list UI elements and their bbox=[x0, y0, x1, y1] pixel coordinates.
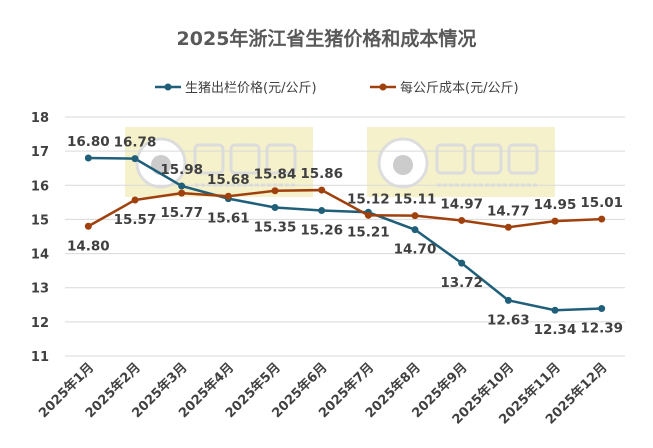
watermark-1 bbox=[367, 127, 555, 197]
data-point bbox=[551, 306, 559, 314]
data-label: 16.80 bbox=[67, 134, 110, 150]
watermark-glyph bbox=[229, 143, 261, 175]
data-point bbox=[271, 203, 279, 211]
data-label: 15.11 bbox=[394, 192, 437, 208]
watermark-glyph bbox=[471, 143, 503, 175]
data-label: 12.34 bbox=[534, 322, 577, 338]
data-point bbox=[411, 212, 419, 220]
data-label: 15.98 bbox=[160, 162, 203, 178]
data-label: 15.57 bbox=[114, 212, 157, 228]
data-label: 15.84 bbox=[254, 167, 297, 183]
data-point bbox=[84, 222, 92, 230]
watermark-glyph bbox=[193, 143, 225, 175]
data-label: 15.26 bbox=[300, 223, 343, 239]
data-label: 14.77 bbox=[487, 203, 530, 219]
data-label: 13.72 bbox=[440, 275, 483, 291]
data-label: 15.77 bbox=[160, 205, 203, 221]
series-line-1 bbox=[87, 188, 602, 229]
data-point bbox=[131, 155, 139, 163]
watermark-glyph bbox=[265, 143, 297, 175]
y-tick-label: 11 bbox=[31, 350, 49, 365]
data-label: 12.63 bbox=[487, 312, 530, 328]
chart-title: 2025年浙江省生猪价格和成本情况 bbox=[176, 28, 477, 50]
data-point bbox=[318, 186, 326, 194]
data-point bbox=[318, 207, 326, 215]
data-label: 15.01 bbox=[580, 195, 623, 211]
data-point bbox=[551, 217, 559, 225]
data-point bbox=[598, 215, 606, 223]
data-point bbox=[84, 154, 92, 162]
series-line-0 bbox=[88, 156, 602, 312]
data-label: 15.86 bbox=[300, 166, 343, 182]
watermark-glyph bbox=[507, 143, 539, 175]
data-point bbox=[458, 216, 466, 224]
legend-marker bbox=[164, 83, 172, 91]
data-point bbox=[224, 192, 232, 200]
watermark-logo-dot bbox=[393, 155, 413, 175]
data-label: 15.35 bbox=[254, 219, 297, 235]
data-point bbox=[364, 211, 372, 219]
y-tick-label: 13 bbox=[31, 282, 49, 297]
legend-label: 生猪出栏价格(元/公斤) bbox=[185, 80, 317, 96]
data-point bbox=[178, 182, 186, 190]
legend-label: 每公斤成本(元/公斤) bbox=[400, 80, 519, 96]
y-tick-label: 18 bbox=[31, 111, 49, 126]
data-label: 15.12 bbox=[347, 191, 390, 207]
data-label: 15.61 bbox=[207, 211, 250, 227]
data-point bbox=[271, 187, 279, 195]
data-label: 15.21 bbox=[347, 224, 390, 240]
y-tick-label: 16 bbox=[31, 179, 49, 194]
y-tick-label: 17 bbox=[31, 145, 49, 160]
data-point bbox=[458, 259, 466, 267]
data-point bbox=[411, 226, 419, 234]
data-label: 12.39 bbox=[580, 321, 623, 337]
watermark-glyph bbox=[435, 143, 467, 175]
y-tick-label: 14 bbox=[31, 248, 49, 263]
data-point bbox=[178, 189, 186, 197]
y-tick-label: 15 bbox=[31, 213, 49, 228]
data-label: 16.78 bbox=[114, 135, 157, 151]
data-label: 15.68 bbox=[207, 172, 250, 188]
data-label: 14.97 bbox=[440, 196, 483, 212]
data-label: 14.70 bbox=[394, 242, 437, 258]
data-label: 14.80 bbox=[67, 238, 110, 254]
data-point bbox=[504, 296, 512, 304]
data-point bbox=[504, 223, 512, 231]
legend-marker bbox=[379, 83, 387, 91]
data-point bbox=[131, 196, 139, 204]
data-label: 14.95 bbox=[534, 197, 577, 213]
y-tick-label: 12 bbox=[31, 316, 49, 331]
data-point bbox=[598, 305, 606, 313]
